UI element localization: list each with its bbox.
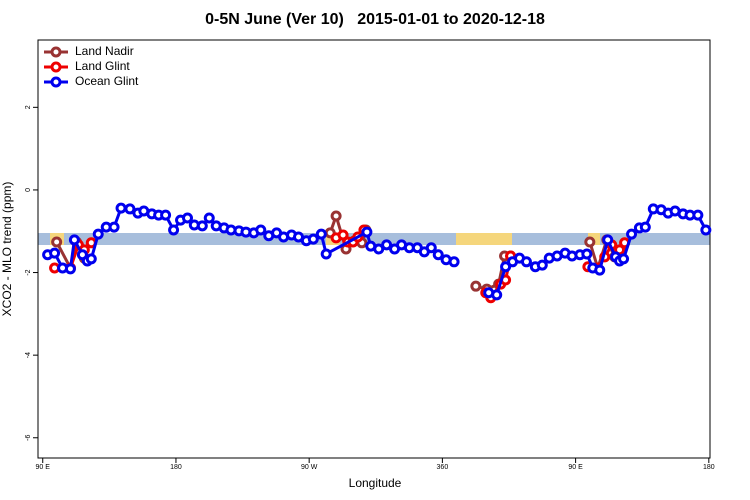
data-point <box>373 243 385 255</box>
x-tick-label: 360 <box>437 464 449 471</box>
x-tick-label: 90 E <box>568 464 583 471</box>
data-point <box>536 259 548 271</box>
data-point <box>618 253 630 265</box>
legend-marker <box>50 46 62 58</box>
plot-frame <box>37 39 711 459</box>
y-tick-label: 0 <box>25 188 32 192</box>
legend-label: Land Glint <box>75 59 130 73</box>
data-point <box>584 236 596 248</box>
data-point <box>602 234 614 246</box>
data-point <box>196 220 208 232</box>
y-tick-label: -2 <box>25 269 32 275</box>
data-point <box>315 228 327 240</box>
data-point <box>307 233 319 245</box>
series <box>51 210 628 295</box>
data-point <box>692 209 704 221</box>
legend-marker <box>50 61 62 73</box>
data-point <box>160 209 172 221</box>
series-line <box>55 211 623 291</box>
data-point <box>49 247 61 259</box>
data-point <box>432 249 444 261</box>
data-point <box>108 221 120 233</box>
data-point <box>425 242 437 254</box>
y-axis-label: XCO2 - MLO trend (ppm) <box>0 182 14 317</box>
y-tick-label: 2 <box>25 105 32 109</box>
land-band <box>456 233 512 245</box>
data-point <box>85 253 97 265</box>
legend-label: Ocean Glint <box>75 74 139 88</box>
data-point <box>594 264 606 276</box>
x-axis-label: Longitude <box>349 476 402 490</box>
chart-title: 0-5N June (Ver 10) 2015-01-01 to 2020-12… <box>205 11 545 28</box>
y-tick-label: -4 <box>25 352 32 358</box>
data-point <box>330 210 342 222</box>
data-point <box>203 212 215 224</box>
data-point <box>168 224 180 236</box>
x-tick-label: 90 E <box>36 464 51 471</box>
surface-band <box>38 233 710 245</box>
y-tick-label: -6 <box>25 435 32 441</box>
data-point <box>700 224 712 236</box>
data-point <box>361 226 373 238</box>
legend-marker <box>50 76 62 88</box>
data-point <box>520 256 532 268</box>
data-point <box>448 256 460 268</box>
data-point <box>381 239 393 251</box>
legend-label: Land Nadir <box>75 44 134 58</box>
data-point <box>320 248 332 260</box>
data-point <box>68 234 80 246</box>
data-point <box>337 229 349 241</box>
data-point <box>255 224 267 236</box>
series <box>42 202 712 301</box>
data-point <box>491 289 503 301</box>
data-point <box>581 248 593 260</box>
data-point <box>51 236 63 248</box>
data-point <box>92 228 104 240</box>
data-point <box>124 203 136 215</box>
x-tick-label: 180 <box>703 464 715 471</box>
x-tick-label: 90 W <box>301 464 318 471</box>
x-tick-label: 180 <box>170 464 182 471</box>
data-point <box>639 221 651 233</box>
data-point <box>470 280 482 292</box>
data-point <box>181 212 193 224</box>
data-point <box>115 202 127 214</box>
ocean-band <box>38 233 710 245</box>
data-point <box>626 228 638 240</box>
data-point <box>64 263 76 275</box>
data-point <box>500 261 512 273</box>
